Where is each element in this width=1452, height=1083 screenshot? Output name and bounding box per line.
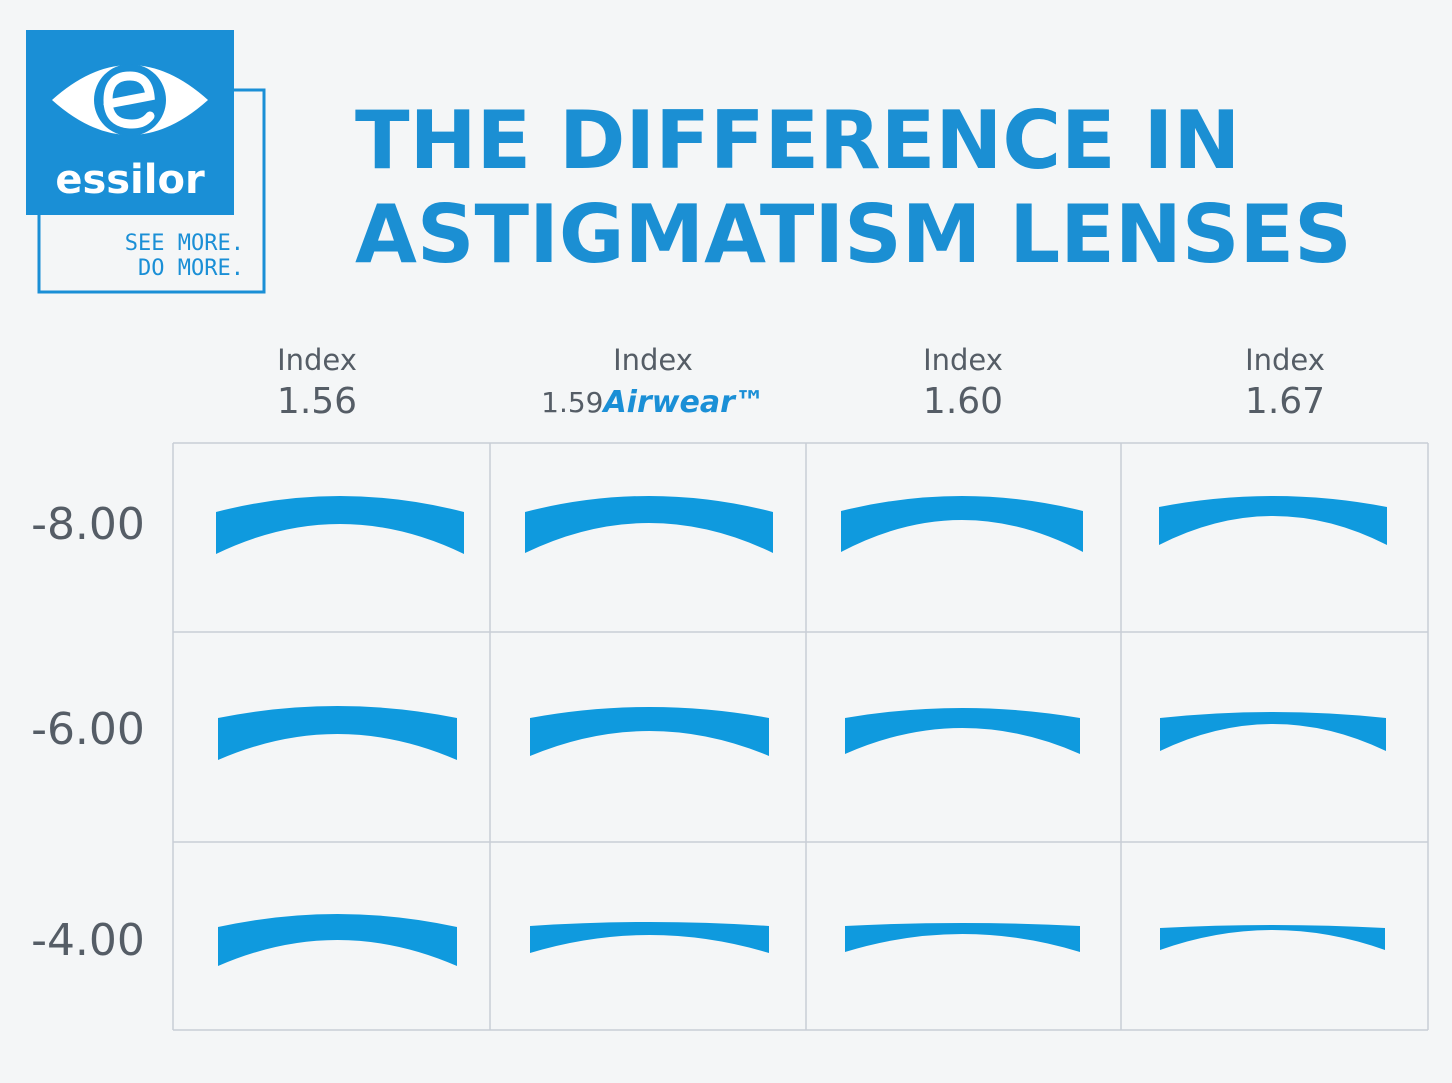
lens — [218, 914, 457, 966]
lens — [1160, 712, 1386, 751]
column-value: 1.67 — [1245, 381, 1325, 422]
grid: Index 1.56 Index 1.59Airwear™ Index 1.60 Index… — [31, 343, 1429, 1031]
logo-tagline: SEE MORE. — [125, 231, 244, 256]
column-label: Index — [1245, 343, 1325, 377]
title: ASTIGMATISM LENSES — [355, 188, 1352, 281]
column-value-number: 1.59 — [541, 386, 603, 419]
column-value: 1.59Airwear™ — [541, 385, 765, 420]
lens — [525, 496, 773, 553]
lens — [218, 706, 457, 760]
lens — [216, 496, 464, 554]
row-label: -4.00 — [31, 915, 145, 966]
column-value: 1.56 — [277, 381, 357, 422]
logo-e — [103, 71, 155, 129]
column-label: Index — [277, 343, 357, 377]
lens — [530, 922, 769, 953]
column-label: Index — [923, 343, 1003, 377]
column-label: Index — [613, 343, 693, 377]
logo-brand: essilor — [55, 157, 205, 203]
row-label: -6.00 — [31, 704, 145, 755]
column-brand: Airwear™ — [601, 385, 764, 420]
lens — [1159, 496, 1387, 545]
lens — [841, 496, 1083, 552]
lens — [845, 708, 1080, 754]
row-label: -8.00 — [31, 499, 145, 550]
lens — [530, 707, 769, 756]
lens — [1160, 925, 1385, 950]
title: THE DIFFERENCE IN — [355, 94, 1240, 187]
lens — [845, 923, 1080, 952]
column-value: 1.60 — [923, 381, 1003, 422]
logo-tagline: DO MORE. — [138, 256, 244, 281]
